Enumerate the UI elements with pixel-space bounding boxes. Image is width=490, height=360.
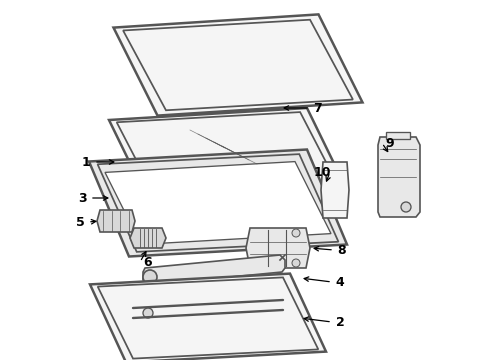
Text: 3: 3 <box>78 192 86 204</box>
Polygon shape <box>89 149 347 256</box>
Polygon shape <box>109 108 347 202</box>
Polygon shape <box>97 210 135 232</box>
Text: 10: 10 <box>313 166 331 179</box>
Polygon shape <box>114 14 363 116</box>
Polygon shape <box>386 132 410 139</box>
Circle shape <box>292 259 300 267</box>
Circle shape <box>143 270 157 284</box>
Text: 5: 5 <box>75 216 84 229</box>
Text: 2: 2 <box>336 315 344 328</box>
Polygon shape <box>143 255 285 285</box>
Polygon shape <box>90 274 326 360</box>
Circle shape <box>292 229 300 237</box>
Polygon shape <box>321 162 349 218</box>
Polygon shape <box>378 137 420 217</box>
Circle shape <box>401 202 411 212</box>
Text: 1: 1 <box>82 156 90 168</box>
Text: 4: 4 <box>336 275 344 288</box>
Text: 8: 8 <box>338 243 346 257</box>
Polygon shape <box>130 228 166 248</box>
Text: 7: 7 <box>314 102 322 114</box>
Text: 9: 9 <box>386 136 394 149</box>
Polygon shape <box>246 228 310 268</box>
Text: 6: 6 <box>144 256 152 269</box>
Circle shape <box>143 308 153 318</box>
Polygon shape <box>105 162 331 244</box>
